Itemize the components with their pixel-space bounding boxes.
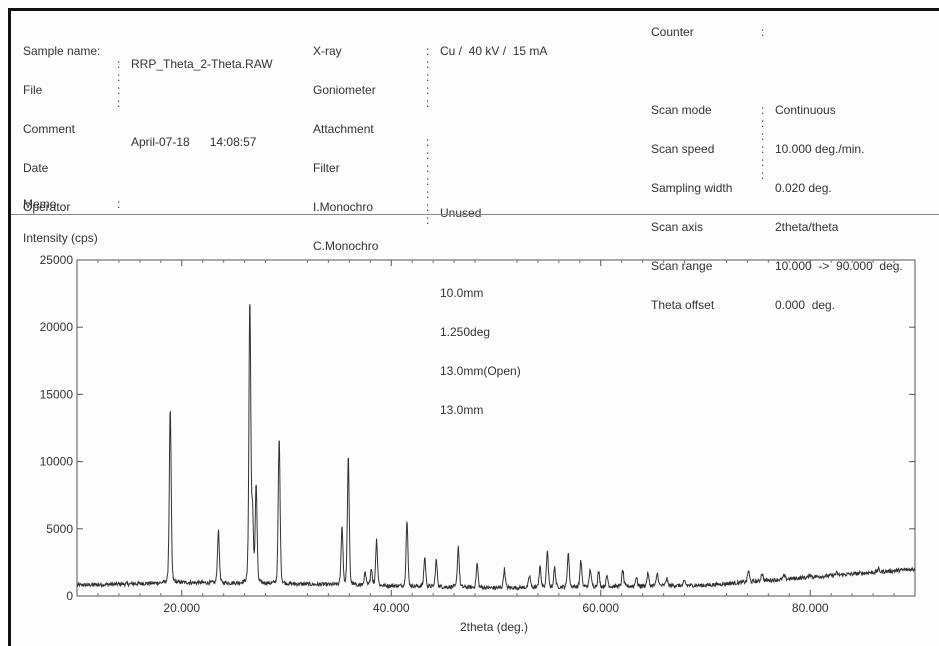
theta-offset-label: Theta offset bbox=[651, 298, 715, 312]
date-value: April-07-18 bbox=[131, 135, 190, 149]
x-tick-label: 60.000 bbox=[582, 601, 619, 615]
time-value: 14:08:57 bbox=[209, 135, 257, 149]
memo-colon: : bbox=[117, 197, 121, 211]
scan-range-label: Scan range bbox=[651, 259, 713, 273]
tick-labels: 0 5000 10000 15000 20000 25000 20.000 40.000 60.… bbox=[40, 253, 829, 615]
plot-frame bbox=[76, 259, 916, 597]
header-col1-labels: Sample name: File Comment Date Operator bbox=[23, 44, 101, 214]
file-label: File bbox=[23, 83, 43, 97]
y-tick-label: 10000 bbox=[40, 455, 74, 469]
counter-colon: : bbox=[761, 25, 765, 39]
header-col1-colons: :::: bbox=[117, 57, 121, 110]
header-col3-colons: ::::: ::::::: bbox=[426, 44, 430, 227]
header-col5-colons: :::::: bbox=[761, 103, 765, 182]
comment-label: Comment bbox=[23, 122, 76, 136]
x-tick-label: 80.000 bbox=[792, 601, 829, 615]
y-tick-label: 15000 bbox=[40, 387, 74, 401]
i-monochro-value: Unused bbox=[440, 206, 482, 220]
y-tick-label: 5000 bbox=[46, 522, 73, 536]
slit-3-value: 13.0mm(Open) bbox=[440, 364, 521, 378]
slit-2-value: 1.250deg bbox=[440, 325, 491, 339]
scan-speed-value: 10.000 deg./min. bbox=[775, 142, 865, 156]
filter-label: Filter bbox=[313, 161, 340, 175]
x-tick-label: 40.000 bbox=[373, 601, 410, 615]
attachment-label: Attachment bbox=[313, 122, 374, 136]
header-divider bbox=[11, 214, 939, 215]
scan-axis-label: Scan axis bbox=[651, 220, 704, 234]
scan-axis-value: 2theta/theta bbox=[775, 220, 839, 234]
goniometer-label: Goniometer bbox=[313, 83, 376, 97]
header-col2-labels: X-ray Goniometer Attachment Filter I.Mon… bbox=[313, 19, 378, 279]
header-col5-values: Continuous 10.000 deg./min. 0.020 deg. 2… bbox=[775, 78, 903, 338]
theta-offset-value: 0.000 deg. bbox=[775, 298, 836, 312]
scan-speed-label: Scan speed bbox=[651, 142, 715, 156]
file-value: RRP_Theta_2-Theta.RAW bbox=[131, 57, 273, 71]
y-tick-label: 25000 bbox=[40, 253, 74, 267]
x-axis-label: 2theta (deg.) bbox=[460, 620, 528, 634]
scan-mode-value: Continuous bbox=[775, 103, 836, 117]
xray-value: Cu / 40 kV / 15 mA bbox=[440, 44, 548, 58]
xray-label: X-ray bbox=[313, 44, 342, 58]
header-col4-labels: Scan mode Scan speed Sampling width Scan… bbox=[651, 78, 732, 338]
scan-range-value: 10.000 -> 90.000 deg. bbox=[775, 259, 903, 273]
counter-label: Counter bbox=[651, 25, 694, 39]
date-label: Date bbox=[23, 161, 49, 175]
scan-mode-label: Scan mode bbox=[651, 103, 712, 117]
slit-4-value: 13.0mm bbox=[440, 403, 484, 417]
x-tick-label: 20.000 bbox=[163, 601, 200, 615]
sample-name-label: Sample name bbox=[23, 44, 98, 58]
i-monochro-label: I.Monochro bbox=[313, 200, 374, 214]
y-tick-label: 20000 bbox=[40, 320, 74, 334]
y-tick-label: 0 bbox=[66, 589, 73, 603]
memo-label: Memo bbox=[23, 197, 57, 211]
axis-ticks bbox=[77, 259, 915, 597]
sampling-width-label: Sampling width bbox=[651, 181, 733, 195]
scan-border-top bbox=[8, 8, 939, 11]
c-monochro-label: C.Monochro bbox=[313, 239, 379, 253]
scan-border-left bbox=[8, 8, 11, 646]
header-col1-values: RRP_Theta_2-Theta.RAW April-07-18 14:08:… bbox=[131, 32, 273, 214]
header-col3-values: Cu / 40 kV / 15 mA Unused 10.0mm 1.250de… bbox=[440, 19, 547, 443]
slit-1-value: 10.0mm bbox=[440, 286, 484, 300]
operator-label: Operator bbox=[23, 200, 71, 214]
y-axis-label: Intensity (cps) bbox=[23, 231, 98, 245]
diffraction-trace bbox=[76, 304, 916, 592]
sampling-width-value: 0.020 deg. bbox=[775, 181, 832, 195]
